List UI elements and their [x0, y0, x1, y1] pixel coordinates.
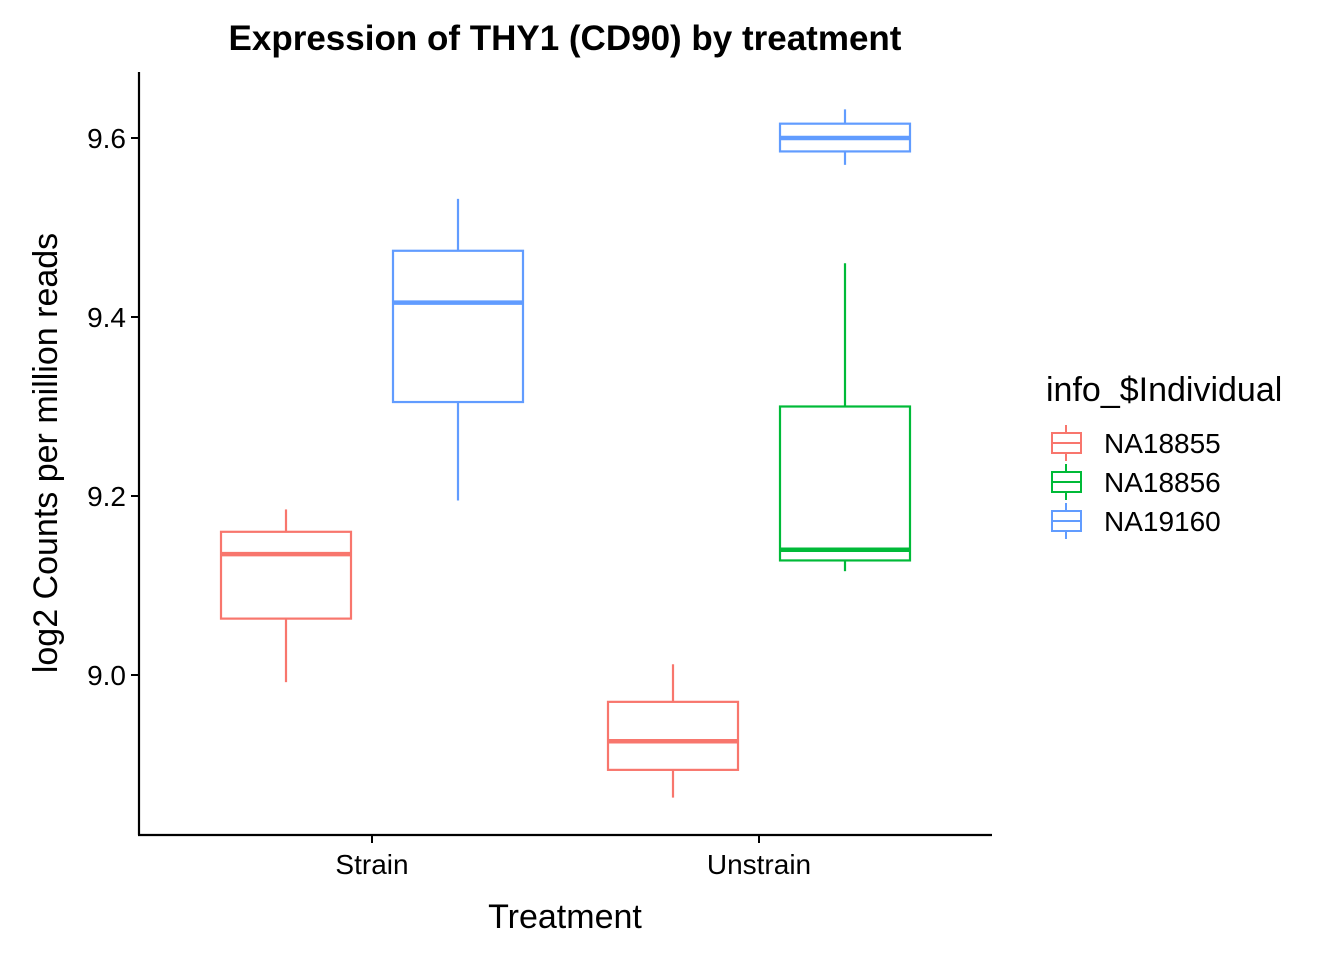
legend-label: NA18855	[1104, 428, 1221, 459]
plot-area	[219, 109, 912, 798]
y-tick-label: 9.6	[87, 123, 126, 154]
box-body	[778, 405, 912, 562]
y-axis-ticks: 9.0 9.2 9.4 9.6	[87, 123, 139, 691]
legend-item-na19160: NA19160	[1051, 503, 1221, 539]
box-na19160-unstrain	[778, 109, 912, 165]
box-na19160-strain	[391, 198, 525, 501]
box-na18855-strain	[219, 509, 353, 683]
legend: info_$Individual NA18855 NA18856 NA19160	[1046, 371, 1282, 539]
x-tick-label: Unstrain	[707, 849, 811, 880]
legend-label: NA18856	[1104, 467, 1221, 498]
legend-item-na18855: NA18855	[1051, 425, 1221, 461]
x-axis-ticks: Strain Unstrain	[335, 835, 811, 880]
x-tick-label: Strain	[335, 849, 408, 880]
legend-title: info_$Individual	[1046, 371, 1282, 409]
chart-title: Expression of THY1 (CD90) by treatment	[229, 19, 902, 58]
y-tick-label: 9.4	[87, 302, 126, 333]
x-axis-title: Treatment	[488, 898, 642, 936]
box-body	[391, 249, 525, 404]
y-axis-title: log2 Counts per million reads	[27, 233, 65, 673]
box-body	[219, 530, 353, 620]
box-body	[606, 700, 740, 771]
legend-label: NA19160	[1104, 506, 1221, 537]
legend-item-na18856: NA18856	[1051, 464, 1221, 500]
box-na18856-unstrain	[778, 263, 912, 572]
y-tick-label: 9.0	[87, 660, 126, 691]
y-tick-label: 9.2	[87, 481, 126, 512]
box-na18855-unstrain	[606, 664, 740, 798]
